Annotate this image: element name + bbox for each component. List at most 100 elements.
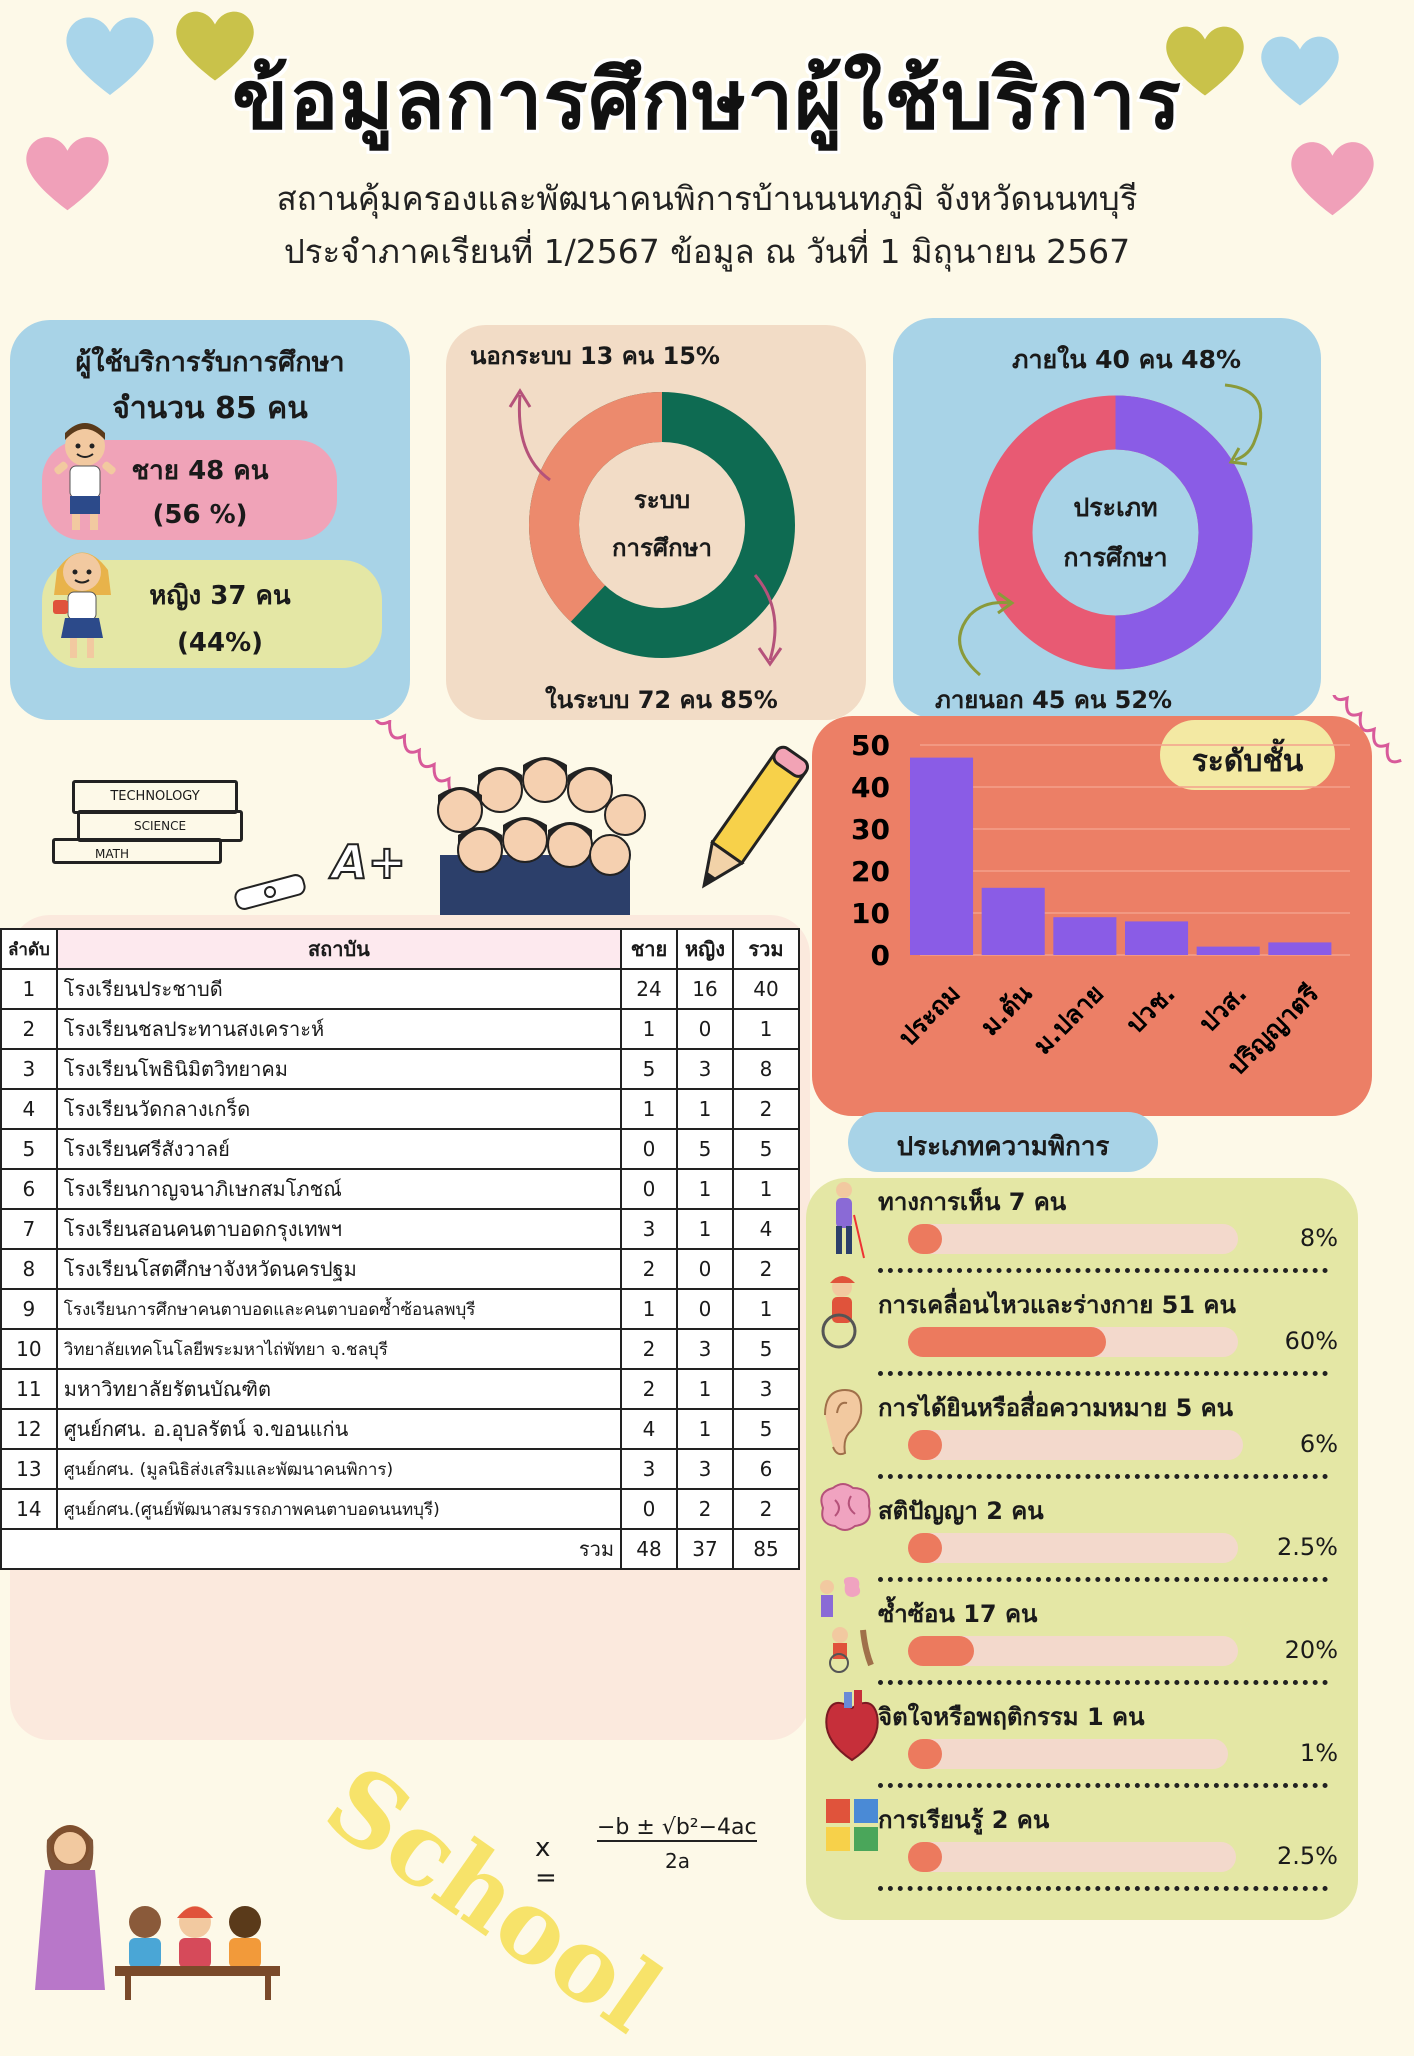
female-count: หญิง 37 คน (149, 581, 291, 611)
ear-icon (824, 1388, 863, 1456)
grade-chart-title-pill (1160, 720, 1335, 790)
y-tick-label: 50 (851, 730, 890, 762)
row-total: 1 (732, 1288, 800, 1330)
row-total: 8 (732, 1048, 800, 1090)
row-female: 0 (676, 1288, 734, 1330)
arrow-icon (753, 574, 783, 667)
disability-percent: 6% (1299, 1430, 1338, 1458)
table-row: 10 วิทยาลัยเทคโนโลยีพระมหาไถ่พัทยา จ.ชลบุ… (0, 1328, 800, 1370)
row-male: 1 (620, 1288, 678, 1330)
classroom-illustration (35, 1825, 280, 2000)
blind-person-icon (836, 1182, 865, 1259)
row-institution: ศูนย์กศน. (มูลนิธิส่งเสริมและพัฒนาคนพิกา… (55, 1448, 623, 1490)
dotted-divider (878, 1783, 1328, 1788)
disability-bar-fill (908, 1739, 942, 1769)
row-total: 2 (732, 1488, 800, 1530)
disability-bar-track (908, 1224, 1238, 1254)
system-center-line1: ระบบ (633, 486, 691, 514)
dotted-divider (878, 1371, 1328, 1376)
table-total-row: รวม 48 37 85 (0, 1528, 800, 1570)
row-female: 3 (676, 1328, 734, 1370)
row-female: 5 (676, 1128, 734, 1170)
table-row: 4 โรงเรียนวัดกลางเกร็ด 1 1 2 (0, 1088, 800, 1130)
row-male: 24 (620, 968, 678, 1010)
row-index: 10 (0, 1328, 58, 1370)
students-group-illustration (437, 757, 646, 915)
row-male: 0 (620, 1168, 678, 1210)
table-row: 14 ศูนย์กศน.(ศูนย์พัฒนาสมรรถภาพคนตาบอดนนท… (0, 1488, 800, 1530)
y-tick-label: 40 (851, 771, 890, 804)
bar-0 (910, 757, 974, 955)
y-tick-label: 20 (851, 855, 890, 888)
page-title: ข้อมูลการศึกษาผู้ใช้บริการ (232, 53, 1182, 148)
disability-bar-track (908, 1636, 1238, 1666)
row-institution: โรงเรียนโสตศึกษาจังหวัดนครปฐม (55, 1248, 623, 1290)
row-index: 5 (0, 1128, 58, 1170)
disability-label: การเคลื่อนไหวและร่างกาย 51 คน (878, 1291, 1236, 1319)
row-institution: โรงเรียนศรีสังวาลย์ (55, 1128, 623, 1170)
row-index: 3 (0, 1048, 58, 1090)
row-index: 8 (0, 1248, 58, 1290)
row-male: 0 (620, 1488, 678, 1530)
disability-percent: 8% (1299, 1224, 1338, 1252)
pencil-icon (702, 745, 809, 889)
row-index: 13 (0, 1448, 58, 1490)
book-math: MATH (52, 838, 222, 864)
y-tick-label: 30 (851, 813, 890, 846)
row-female: 2 (676, 1488, 734, 1530)
table-row: 12 ศูนย์กศน. อ.อุบลรัตน์ จ.ขอนแก่น 4 1 5 (0, 1408, 800, 1450)
disability-bar-track (908, 1327, 1238, 1357)
row-institution: โรงเรียนชลประทานสงเคราะห์ (55, 1008, 623, 1050)
row-index: 2 (0, 1008, 58, 1050)
header-index: ลำดับ (0, 928, 58, 970)
disability-bar-track (908, 1533, 1238, 1563)
bar-1 (981, 887, 1045, 955)
outside-system-label: นอกระบบ 13 คน 15% (470, 342, 720, 370)
disability-label: ซ้ำซ้อน 17 คน (878, 1600, 1038, 1628)
dotted-divider (878, 1474, 1328, 1479)
squiggle-icon (1331, 695, 1402, 764)
disability-percent: 60% (1284, 1327, 1338, 1355)
total-female: 37 (676, 1528, 734, 1570)
x-tick-label: ม.ปลาย (1028, 979, 1109, 1060)
table-row: 2 โรงเรียนชลประทานสงเคราะห์ 1 0 1 (0, 1008, 800, 1050)
header-institution: สถาบัน (55, 928, 623, 970)
dotted-divider (878, 1577, 1328, 1582)
disability-percent: 20% (1284, 1636, 1338, 1664)
row-institution: ศูนย์กศน.(ศูนย์พัฒนาสมรรถภาพคนตาบอดนนทบุ… (55, 1488, 623, 1530)
grade-a-plus: A+ (331, 834, 407, 890)
row-institution: วิทยาลัยเทคโนโลยีพระมหาไถ่พัทยา จ.ชลบุรี (55, 1328, 623, 1370)
total-label: รวม (56, 1528, 623, 1570)
bar-2 (1053, 917, 1117, 955)
row-total: 1 (732, 1168, 800, 1210)
heart-icon (1166, 26, 1244, 96)
grade-chart-title: ระดับชั้น (1191, 744, 1304, 779)
total-male: 48 (620, 1528, 678, 1570)
table-header-row: ลำดับ สถาบัน ชาย หญิง รวม (0, 928, 800, 970)
table-row: 9 โรงเรียนการศึกษาคนตาบอดและคนตาบอดซ้ำซ้อ… (0, 1288, 800, 1330)
disability-bar-track (908, 1739, 1228, 1769)
disability-bar-fill (908, 1430, 942, 1460)
row-male: 4 (620, 1408, 678, 1450)
heart-icon (26, 137, 109, 211)
female-percent: (44%) (177, 628, 263, 658)
school-word-decoration: School (305, 1742, 682, 2056)
disability-percent: 1% (1299, 1739, 1338, 1767)
row-institution: โรงเรียนโพธินิมิตวิทยาคม (55, 1048, 623, 1090)
disability-label: การเรียนรู้ 2 คน (878, 1806, 1050, 1834)
header-female: หญิง (676, 928, 734, 970)
school-table: ลำดับ สถาบัน ชาย หญิง รวม 1 โรงเรียนประชา… (0, 928, 800, 1570)
row-female: 0 (676, 1248, 734, 1290)
male-percent: (56 %) (152, 500, 248, 530)
disability-label: การได้ยินหรือสื่อความหมาย 5 คน (878, 1394, 1234, 1422)
inside-system-label: ในระบบ 72 คน 85% (545, 686, 778, 714)
header-total: รวม (732, 928, 800, 970)
row-female: 3 (676, 1048, 734, 1090)
diploma-icon (234, 874, 306, 910)
bar-5 (1268, 942, 1332, 955)
row-total: 3 (732, 1368, 800, 1410)
puzzle-icon (826, 1799, 878, 1851)
row-total: 1 (732, 1008, 800, 1050)
disability-percent: 2.5% (1277, 1533, 1338, 1561)
